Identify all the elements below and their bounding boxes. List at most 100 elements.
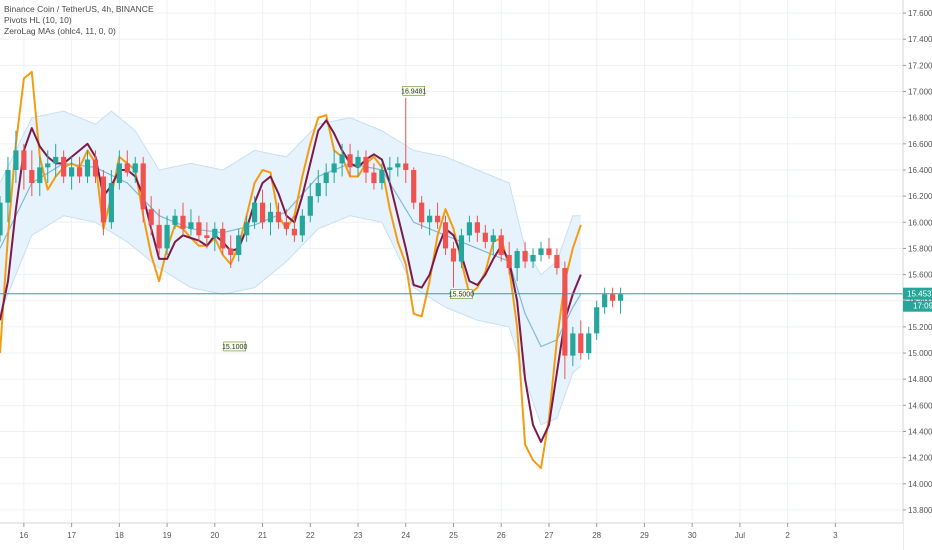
- candle-body: [259, 202, 266, 223]
- time-tick-label: 25: [449, 531, 458, 540]
- candle-body: [251, 202, 258, 223]
- candle-body: [610, 294, 616, 301]
- time-tick-label: 30: [688, 531, 697, 540]
- time-tick-label: 28: [592, 531, 601, 540]
- candle-body: [570, 333, 576, 356]
- candle-body: [164, 224, 170, 249]
- candle-body: [554, 254, 560, 269]
- candle-body: [578, 333, 584, 354]
- candle-body: [196, 222, 202, 236]
- candle-body: [434, 215, 441, 223]
- candle-body: [482, 232, 488, 242]
- price-tick-label: 17.6000: [908, 9, 932, 18]
- candle-body: [355, 156, 361, 168]
- price-tick-label: 16.6000: [908, 140, 932, 149]
- candle-body: [283, 222, 290, 229]
- candle-body: [53, 156, 59, 164]
- candle-body: [100, 176, 107, 223]
- candle-body: [466, 222, 473, 236]
- time-tick-label: 2: [785, 531, 790, 540]
- price-tick-label: 14.6000: [908, 401, 932, 410]
- time-tick-label: 19: [163, 531, 172, 540]
- candlesticks: [0, 98, 624, 380]
- time-tick-label: 23: [354, 531, 363, 540]
- candle-body: [347, 154, 353, 168]
- candle-body: [236, 235, 242, 255]
- time-tick-label: Jul: [735, 531, 745, 540]
- price-tick-label: 16.2000: [908, 192, 932, 201]
- candle-body: [275, 211, 282, 223]
- price-axis-bg: [903, 0, 932, 550]
- candle-body: [148, 209, 154, 225]
- price-tick-label: 14.0000: [908, 480, 932, 489]
- time-axis[interactable]: 16 17 18 19 20 21 22 23 24 25 26 27 28 29 30 Jul 2 3: [0, 522, 903, 550]
- candle-body: [411, 169, 417, 203]
- chart-legend: Binance Coin / TetherUS, 4h, BINANCE Piv…: [4, 4, 154, 37]
- price-tick-label: 14.8000: [908, 375, 932, 384]
- candle-body: [379, 169, 385, 184]
- price-tick-label: 16.0000: [908, 218, 932, 227]
- candle-body: [490, 235, 496, 242]
- candle-body: [395, 163, 401, 168]
- time-tick-label: 29: [640, 531, 649, 540]
- indicator-pivots-label[interactable]: Pivots HL (10, 10): [4, 15, 72, 25]
- price-tick-label: 17.2000: [908, 61, 932, 70]
- candle-body: [363, 156, 369, 173]
- candle-body: [244, 222, 250, 236]
- candle-body: [419, 202, 425, 223]
- candle-body: [450, 248, 457, 262]
- candle-body: [506, 254, 512, 269]
- pivot-badge: [223, 341, 247, 352]
- candle-body: [307, 196, 313, 216]
- candle-body: [387, 167, 393, 170]
- time-tick-label: 20: [210, 531, 219, 540]
- price-axis[interactable]: 17.6000 17.4000 17.2000 17.0000 16.8000 16.60…: [902, 0, 932, 550]
- candle-body: [427, 215, 433, 223]
- candle-body: [291, 228, 297, 236]
- candle-body: [29, 169, 35, 184]
- candle-body: [220, 228, 226, 249]
- lower-band-line: [0, 215, 582, 426]
- candle-body: [315, 183, 321, 197]
- candle-body: [602, 294, 608, 308]
- candle-body: [180, 215, 186, 229]
- candle-body: [212, 228, 218, 238]
- candle-body: [172, 215, 178, 225]
- time-axis-bg: [0, 523, 903, 550]
- price-tick-label: 15.2000: [908, 323, 932, 332]
- time-tick-label: 24: [401, 531, 410, 540]
- candle-body: [498, 235, 504, 255]
- candle-body: [442, 222, 449, 249]
- candle-body: [61, 156, 67, 177]
- candle-body: [84, 159, 91, 177]
- countdown-tag: [903, 300, 932, 312]
- candle-body: [92, 159, 99, 177]
- price-tick-label: 14.4000: [908, 427, 932, 436]
- price-tick-label: 15.0000: [908, 349, 932, 358]
- candle-body: [562, 268, 568, 356]
- time-tick-label: 26: [497, 531, 506, 540]
- symbol-title[interactable]: Binance Coin / TetherUS, 4h, BINANCE: [4, 4, 154, 14]
- pivot-labels: 15.1000 16.9481 15.5000: [222, 86, 474, 352]
- candle-body: [331, 163, 337, 173]
- candle-body: [188, 222, 194, 229]
- candle-body: [538, 248, 544, 255]
- pivot-badge: [402, 86, 426, 96]
- last-price-value: 15.4537: [907, 290, 932, 299]
- candle-body: [530, 254, 536, 262]
- price-tick-label: 16.4000: [908, 166, 932, 175]
- upper-band-line: [0, 110, 581, 276]
- time-tick-label: 16: [19, 531, 28, 540]
- price-tick-label: 15.8000: [908, 244, 932, 253]
- candle-body: [514, 251, 520, 269]
- candle-body: [594, 307, 600, 334]
- pivot-value: 15.1000: [222, 344, 247, 351]
- candle-body: [522, 251, 528, 262]
- candle-body: [132, 163, 138, 173]
- candle-body: [228, 248, 234, 255]
- candle-body: [204, 235, 210, 238]
- candle-body: [299, 215, 305, 236]
- indicator-zerolag-label[interactable]: ZeroLag MAs (ohlc4, 11, 0, 0): [4, 26, 116, 36]
- time-tick-label: 18: [115, 531, 124, 540]
